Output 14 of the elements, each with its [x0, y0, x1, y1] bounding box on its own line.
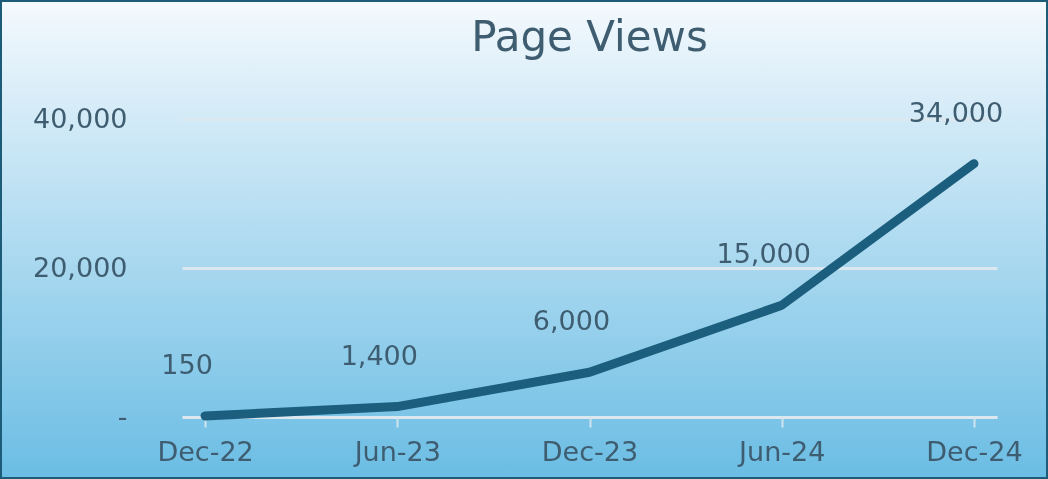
chart-title: Page Views — [471, 11, 708, 61]
data-label: 150 — [161, 348, 213, 380]
data-label: 6,000 — [532, 305, 611, 337]
x-tick-label: Dec-22 — [157, 435, 254, 467]
y-tick-label: - — [117, 400, 128, 432]
y-tick-label: 40,000 — [33, 102, 128, 134]
data-label: 15,000 — [716, 238, 811, 270]
y-tick-label: 20,000 — [33, 251, 128, 283]
data-label: 34,000 — [908, 96, 1004, 128]
x-tick-label: Jun-23 — [352, 435, 441, 467]
data-label: 1,400 — [340, 339, 418, 371]
x-tick-label: Dec-24 — [926, 435, 1023, 467]
x-tick-label: Jun-24 — [737, 435, 826, 467]
x-tick-label: Dec-23 — [541, 435, 639, 467]
